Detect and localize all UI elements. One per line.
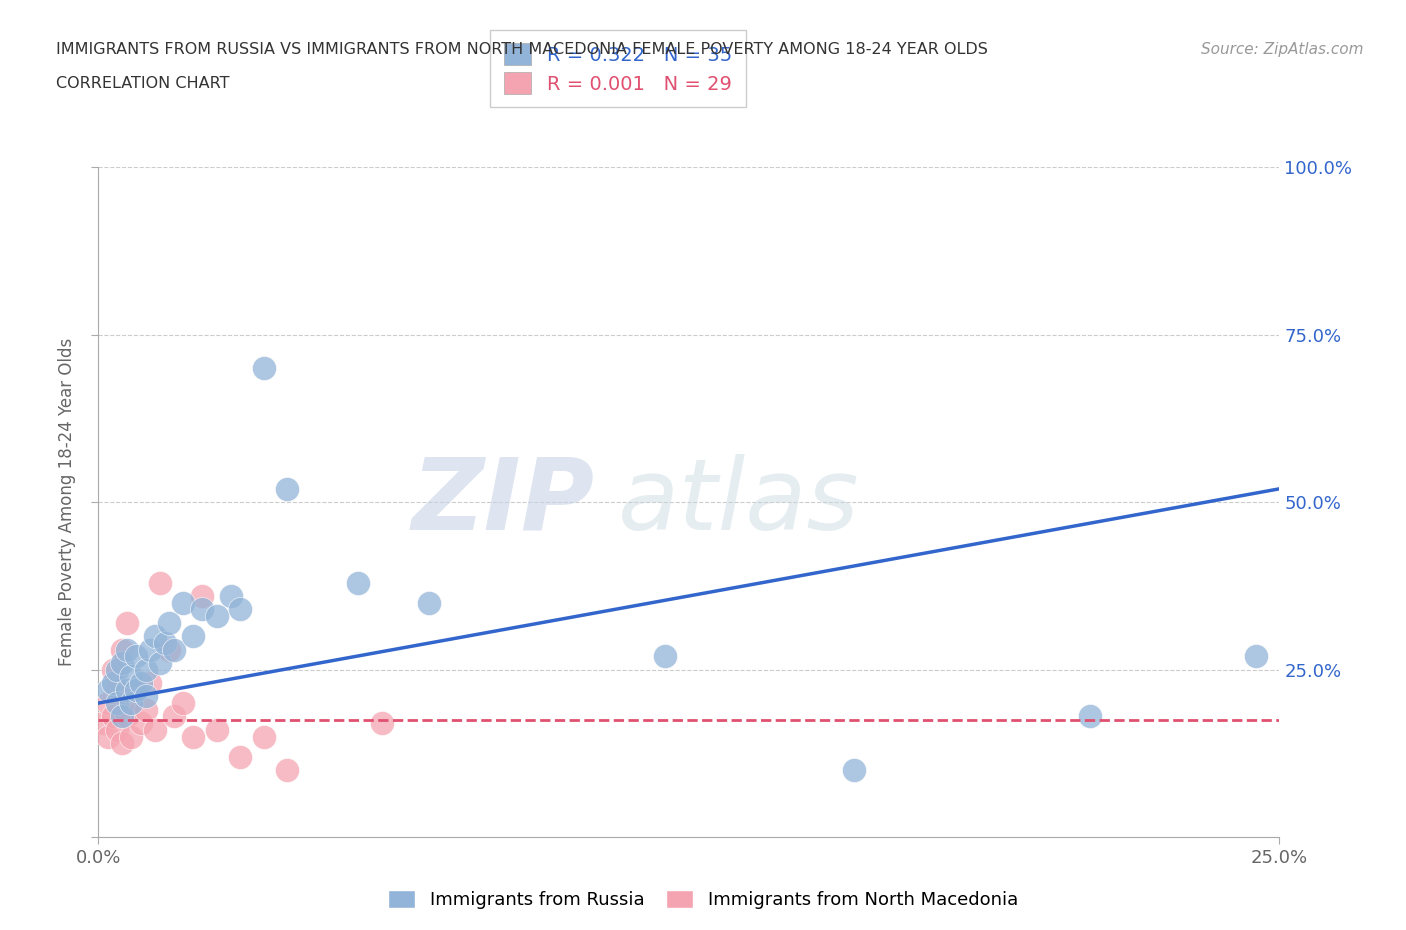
- Point: [276, 482, 298, 497]
- Point: [157, 642, 180, 657]
- Point: [149, 575, 172, 590]
- Point: [125, 683, 148, 698]
- Point: [115, 616, 138, 631]
- Point: [149, 656, 172, 671]
- Point: [844, 763, 866, 777]
- Point: [157, 616, 180, 631]
- Point: [115, 642, 138, 657]
- Point: [229, 602, 252, 617]
- Point: [115, 683, 138, 698]
- Point: [139, 642, 162, 657]
- Point: [111, 736, 134, 751]
- Point: [91, 716, 114, 731]
- Point: [105, 683, 128, 698]
- Point: [371, 716, 394, 731]
- Point: [163, 642, 186, 657]
- Y-axis label: Female Poverty Among 18-24 Year Olds: Female Poverty Among 18-24 Year Olds: [58, 339, 76, 666]
- Point: [121, 696, 143, 711]
- Point: [129, 675, 152, 690]
- Point: [111, 656, 134, 671]
- Point: [181, 629, 204, 644]
- Point: [253, 361, 276, 376]
- Point: [101, 662, 124, 677]
- Point: [97, 696, 120, 711]
- Point: [101, 675, 124, 690]
- Point: [1244, 649, 1267, 664]
- Point: [219, 589, 242, 604]
- Text: IMMIGRANTS FROM RUSSIA VS IMMIGRANTS FROM NORTH MACEDONIA FEMALE POVERTY AMONG 1: IMMIGRANTS FROM RUSSIA VS IMMIGRANTS FRO…: [56, 42, 988, 57]
- Point: [105, 662, 128, 677]
- Text: atlas: atlas: [619, 454, 859, 551]
- Legend: R = 0.322   N = 35, R = 0.001   N = 29: R = 0.322 N = 35, R = 0.001 N = 29: [491, 30, 745, 107]
- Point: [205, 723, 228, 737]
- Point: [143, 723, 166, 737]
- Point: [253, 729, 276, 744]
- Point: [163, 709, 186, 724]
- Point: [111, 642, 134, 657]
- Point: [125, 683, 148, 698]
- Point: [135, 662, 157, 677]
- Point: [121, 696, 143, 711]
- Point: [418, 595, 440, 610]
- Point: [205, 608, 228, 623]
- Point: [105, 696, 128, 711]
- Point: [97, 683, 120, 698]
- Point: [125, 649, 148, 664]
- Point: [105, 723, 128, 737]
- Point: [229, 750, 252, 764]
- Point: [135, 702, 157, 717]
- Point: [121, 669, 143, 684]
- Point: [347, 575, 370, 590]
- Point: [172, 696, 194, 711]
- Point: [1080, 709, 1102, 724]
- Point: [153, 635, 176, 650]
- Point: [121, 729, 143, 744]
- Point: [654, 649, 676, 664]
- Point: [101, 709, 124, 724]
- Point: [191, 589, 214, 604]
- Legend: Immigrants from Russia, Immigrants from North Macedonia: Immigrants from Russia, Immigrants from …: [381, 883, 1025, 916]
- Point: [97, 729, 120, 744]
- Point: [139, 675, 162, 690]
- Point: [143, 629, 166, 644]
- Point: [115, 709, 138, 724]
- Point: [172, 595, 194, 610]
- Text: CORRELATION CHART: CORRELATION CHART: [56, 76, 229, 91]
- Text: Source: ZipAtlas.com: Source: ZipAtlas.com: [1201, 42, 1364, 57]
- Point: [191, 602, 214, 617]
- Point: [129, 716, 152, 731]
- Point: [276, 763, 298, 777]
- Point: [181, 729, 204, 744]
- Point: [111, 709, 134, 724]
- Text: ZIP: ZIP: [412, 454, 595, 551]
- Point: [135, 689, 157, 704]
